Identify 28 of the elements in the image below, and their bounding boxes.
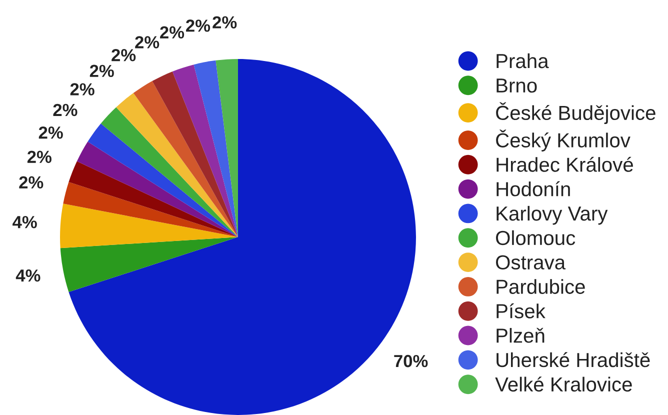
- data-label: 70%: [394, 354, 428, 368]
- legend-label: Brno: [496, 78, 537, 93]
- data-label: 2%: [160, 26, 184, 38]
- legend-label: Ostrava: [496, 255, 566, 270]
- data-label: 2%: [27, 150, 52, 163]
- data-label: 2%: [135, 36, 160, 48]
- legend-label: Český Krumlov: [496, 130, 630, 152]
- data-label: 2%: [53, 104, 78, 116]
- data-label: 2%: [90, 64, 114, 78]
- legend-label: Olomouc: [496, 230, 576, 246]
- legend-label: Praha: [496, 53, 549, 68]
- data-label: 2%: [38, 126, 63, 139]
- data-label: 2%: [186, 20, 210, 32]
- legend-label: Hradec Králové: [496, 156, 633, 172]
- data-label: 4%: [12, 216, 37, 228]
- data-label: 2%: [70, 83, 94, 96]
- data-label: 2%: [212, 16, 237, 28]
- legend-label: Písek: [496, 303, 546, 318]
- legend-label: Plzeň: [496, 328, 544, 343]
- legend-label: Karlovy Vary: [496, 206, 608, 225]
- legend-label: Pardubice: [496, 279, 585, 294]
- legend-label: Uherské Hradiště: [496, 352, 650, 368]
- legend-label: Hodonín: [496, 181, 570, 196]
- data-label: 2%: [112, 49, 136, 62]
- legend-label: České Budějovice: [496, 102, 656, 124]
- data-label: 2%: [19, 176, 44, 189]
- data-label: 4%: [16, 269, 40, 282]
- legend-label: Velké Kralovice: [495, 376, 632, 392]
